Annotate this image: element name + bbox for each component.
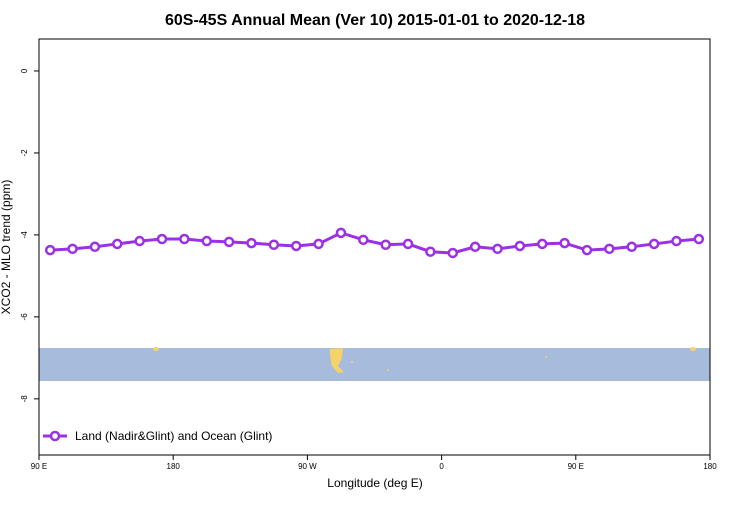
data-point	[358, 234, 369, 246]
data-point	[89, 241, 101, 253]
land-shape	[351, 361, 353, 363]
data-point	[112, 238, 123, 250]
legend-marker	[49, 430, 61, 442]
series-line	[50, 231, 699, 255]
x-tick-label: 90 W	[298, 462, 317, 471]
x-tick-label: 90 E	[31, 462, 47, 471]
data-point	[134, 235, 145, 247]
data-point	[67, 243, 78, 255]
data-point	[648, 238, 660, 250]
data-point	[447, 247, 459, 259]
data-point	[223, 236, 235, 248]
land-shape	[545, 356, 547, 358]
x-tick-label: 90 E	[568, 462, 584, 471]
x-axis-label: Longitude (deg E)	[327, 476, 422, 490]
y-tick-label: -4	[20, 231, 29, 239]
data-point	[492, 243, 503, 255]
land-shape	[330, 348, 344, 373]
data-point	[469, 241, 481, 253]
data-point	[402, 238, 414, 250]
data-point	[246, 237, 257, 249]
y-tick-label: -2	[20, 149, 29, 157]
map-strip	[39, 347, 710, 381]
data-point	[581, 244, 593, 256]
data-point	[313, 238, 324, 250]
plot-frame	[38, 38, 711, 456]
y-tick-label: -8	[20, 395, 29, 403]
land-shape	[153, 347, 159, 351]
data-point	[693, 233, 705, 245]
y-tick-label: 0	[20, 68, 29, 73]
data-point	[671, 235, 682, 247]
data-point	[537, 238, 548, 250]
data-point	[380, 239, 391, 250]
data-point	[335, 227, 347, 239]
x-tick-label: 0	[439, 462, 444, 471]
data-point	[179, 233, 190, 245]
data-point	[268, 239, 280, 250]
data-point	[201, 235, 212, 247]
land-shape	[387, 369, 389, 371]
y-axis-label: XCO2 - MLO trend (ppm)	[0, 180, 13, 315]
data-point	[156, 233, 168, 245]
data-point	[604, 243, 615, 255]
chart-title: 60S-45S Annual Mean (Ver 10) 2015-01-01 …	[165, 12, 585, 29]
ocean-band	[39, 348, 710, 381]
y-tick-label: -6	[20, 313, 29, 321]
data-point	[514, 240, 526, 252]
legend-label: Land (Nadir&Glint) and Ocean (Glint)	[75, 429, 272, 443]
data-point	[626, 241, 637, 253]
data-point	[44, 244, 56, 256]
x-tick-label: 180	[167, 462, 181, 471]
data-point	[290, 240, 302, 252]
land-shape	[690, 347, 696, 351]
data-point	[425, 246, 436, 257]
x-tick-label: 180	[703, 462, 717, 471]
data-point	[559, 237, 570, 249]
